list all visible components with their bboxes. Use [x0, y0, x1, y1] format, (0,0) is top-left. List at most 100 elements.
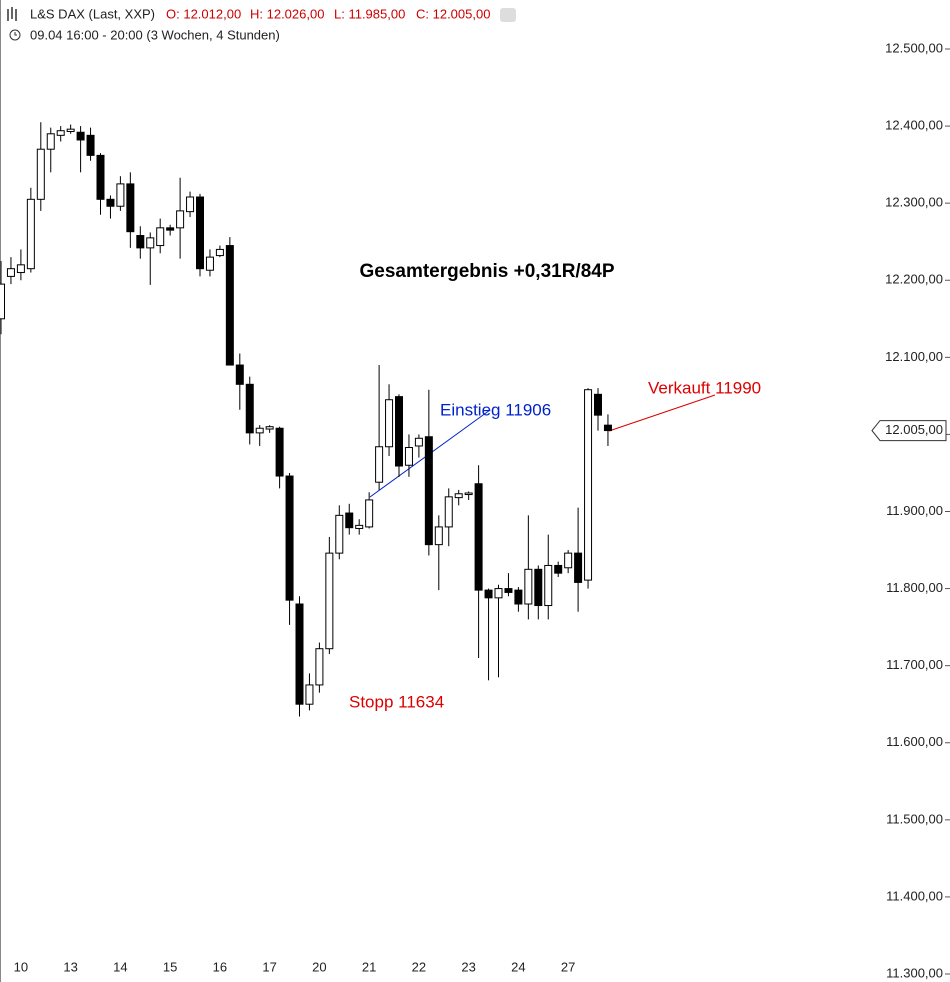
x-tick-label: 13 — [63, 959, 77, 974]
candle-body — [414, 437, 423, 447]
candle-body — [315, 648, 324, 686]
candle-body — [46, 133, 55, 150]
y-tick-label: 11.400,00 — [886, 888, 943, 903]
x-tick-label: 14 — [113, 959, 127, 974]
y-tick-label: 11.700,00 — [886, 657, 943, 672]
candle-body — [534, 568, 543, 607]
chart-subtitle: 09.04 16:00 - 20:00 (3 Wochen, 4 Stunden… — [30, 27, 280, 42]
x-tick-label: 16 — [213, 959, 227, 974]
clock-icon — [9, 29, 21, 41]
candle-body — [365, 499, 374, 528]
ohlc-label: O: 12.012,00 — [166, 6, 241, 21]
candle-body — [56, 130, 65, 136]
candle-body — [395, 396, 403, 467]
candle-body — [434, 526, 443, 546]
candle-body — [584, 389, 593, 581]
chart-title: L&S DAX (Last, XXP) — [30, 6, 155, 21]
candle-body — [504, 588, 513, 593]
candle-body — [275, 427, 284, 477]
x-tick-label: 17 — [262, 959, 276, 974]
candle-body — [494, 588, 503, 599]
candle-body — [0, 283, 5, 320]
candle-body — [603, 424, 612, 432]
candle-body — [116, 183, 125, 207]
candle-body — [245, 383, 254, 434]
candle-body — [385, 399, 394, 448]
x-tick-label: 15 — [163, 959, 177, 974]
y-tick-label: 11.800,00 — [886, 580, 943, 595]
candle-body — [36, 148, 45, 200]
y-tick-label: 12.200,00 — [885, 272, 943, 287]
ohlc-label: C: 12.005,00 — [416, 6, 490, 21]
clock-hands — [14, 32, 17, 36]
candle-body — [574, 552, 583, 583]
y-tick-label: 12.400,00 — [885, 118, 943, 133]
y-tick-label: 11.300,00 — [886, 965, 943, 980]
candle-body — [564, 552, 573, 569]
candle-body — [345, 512, 354, 529]
candle-body — [375, 446, 384, 483]
ohlc-label: H: 12.026,00 — [250, 6, 324, 21]
candle-body — [594, 393, 602, 416]
candle-body — [106, 198, 115, 207]
candle-body — [176, 210, 185, 229]
candle-body — [464, 492, 473, 496]
candle-body — [166, 227, 175, 231]
candle-body — [524, 568, 533, 605]
candle-body — [255, 427, 264, 434]
candle-body — [484, 589, 493, 599]
candle-body — [544, 564, 553, 607]
x-tick-label: 22 — [412, 959, 426, 974]
candle-body — [225, 245, 234, 366]
candle-body — [355, 524, 364, 529]
ohlc-label: L: 11.985,00 — [334, 6, 405, 21]
candle-body — [16, 264, 25, 274]
x-tick-label: 24 — [511, 959, 525, 974]
candle-body — [474, 483, 483, 591]
candle-body — [554, 564, 563, 574]
x-tick-label: 27 — [561, 959, 575, 974]
annotation: Gesamtergebnis +0,31R/84P — [359, 261, 614, 282]
x-tick-label: 23 — [461, 959, 475, 974]
exit-connector — [608, 394, 716, 432]
candle-body — [295, 603, 304, 705]
candle-body — [136, 235, 145, 249]
candle-body — [196, 196, 204, 270]
candle-body — [126, 183, 135, 233]
annotation: Einstieg 11906 — [440, 400, 551, 419]
x-tick-label: 20 — [312, 959, 326, 974]
candle-body — [96, 154, 105, 200]
y-tick-label: 11.600,00 — [886, 734, 943, 749]
settings-icon[interactable] — [500, 8, 516, 22]
candle-body — [186, 196, 195, 213]
y-tick-label: 12.100,00 — [885, 349, 943, 364]
candle-body — [76, 131, 85, 141]
candle-body — [86, 134, 95, 156]
candle-body — [514, 589, 523, 605]
candle-body — [335, 514, 344, 554]
candle-body — [156, 227, 165, 247]
candle-body — [205, 256, 214, 271]
candle-body — [454, 493, 463, 499]
candle-body — [26, 198, 35, 270]
candle-body — [146, 237, 155, 249]
header-icon — [7, 7, 17, 21]
last-price-box — [871, 420, 947, 442]
candle-body — [305, 684, 314, 705]
candle-body — [215, 248, 224, 257]
candle-body — [444, 496, 453, 528]
candle-body — [404, 447, 413, 466]
candle-body — [235, 364, 244, 385]
y-tick-label: 12.500,00 — [885, 40, 943, 55]
x-tick-label: 10 — [14, 959, 28, 974]
candle-body — [424, 436, 433, 546]
last-price-label: 12.005,00 — [885, 422, 943, 437]
y-tick-label: 11.900,00 — [886, 503, 943, 518]
y-tick-label: 12.300,00 — [885, 195, 943, 210]
annotation: Verkauft 11990 — [648, 378, 761, 397]
y-tick-label: 11.500,00 — [886, 811, 943, 826]
candle-body — [285, 475, 294, 601]
candle-body — [66, 128, 75, 132]
